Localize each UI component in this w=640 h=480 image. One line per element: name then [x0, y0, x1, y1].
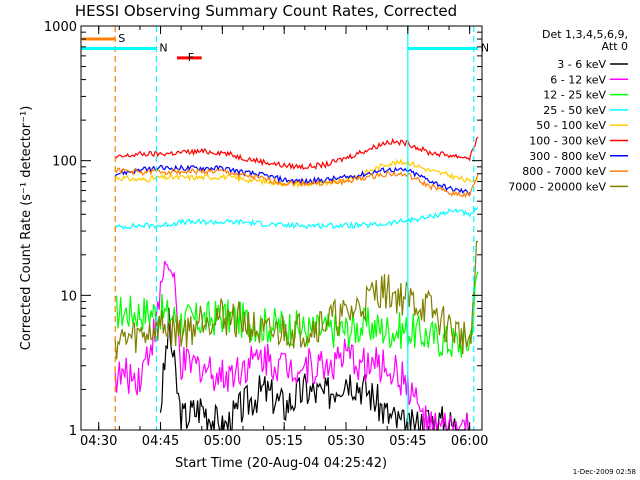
y-tick-label: 1000: [44, 20, 77, 35]
plot-frame: [80, 25, 483, 431]
series-line: [159, 307, 470, 431]
legend: Det 1,3,4,5,6,9,Att 0 3 - 6 keV 6 - 12 keV…: [508, 28, 628, 193]
marker-layer: S N N F: [81, 26, 489, 430]
legend-entry-label: 800 - 7000 keV: [522, 165, 606, 178]
legend-entry-label: 300 - 800 keV: [529, 150, 606, 163]
x-tick-label: 05:30: [327, 434, 364, 449]
legend-header-line: Det 1,3,4,5,6,9,: [542, 28, 628, 41]
legend-entry-label: 12 - 25 keV: [543, 89, 606, 102]
series-line: [114, 271, 479, 358]
legend-entry-label: 50 - 100 keV: [536, 119, 606, 132]
legend-entry-label: 7000 - 20000 keV: [508, 180, 606, 193]
x-axis: 04:30 04:45 05:00 05:15 05:30 05:45 06:00: [80, 26, 488, 449]
y-axis-label: Corrected Count Rate (s⁻¹ detector⁻¹): [19, 106, 34, 351]
x-tick-label: 05:15: [265, 434, 302, 449]
legend-entry-label: 100 - 300 keV: [529, 135, 606, 148]
x-tick-label: 06:00: [451, 434, 488, 449]
legend-entry-label: 3 - 6 keV: [557, 58, 606, 71]
x-tick-label: 04:45: [142, 434, 179, 449]
series-line: [114, 136, 479, 170]
status-bar-label: N: [481, 42, 489, 55]
status-bar-label: S: [118, 32, 125, 45]
series-line: [114, 167, 479, 199]
timestamp: 1-Dec-2009 02:58: [573, 468, 636, 476]
series-line: [114, 260, 471, 431]
series-line: [114, 240, 479, 360]
y-tick-label: 10: [60, 289, 77, 304]
y-tick-label: 100: [52, 155, 77, 170]
y-axis: 1 10 100 1000: [44, 20, 482, 439]
y-tick-label: 1: [69, 424, 77, 439]
series-layer: [114, 136, 479, 431]
x-tick-label: 05:45: [389, 434, 426, 449]
status-bar-label: N: [159, 42, 167, 55]
chart-title: HESSI Observing Summary Count Rates, Cor…: [75, 2, 457, 20]
status-bar-label: F: [188, 51, 194, 64]
series-line: [114, 207, 479, 231]
x-tick-label: 04:30: [80, 434, 117, 449]
legend-entry-label: 6 - 12 keV: [550, 73, 606, 86]
legend-entry-label: 25 - 50 keV: [543, 104, 606, 117]
legend-header-line: Att 0: [602, 40, 628, 53]
x-tick-label: 05:00: [204, 434, 241, 449]
series-line: [114, 164, 471, 196]
x-axis-label: Start Time (20-Aug-04 04:25:42): [175, 456, 387, 471]
